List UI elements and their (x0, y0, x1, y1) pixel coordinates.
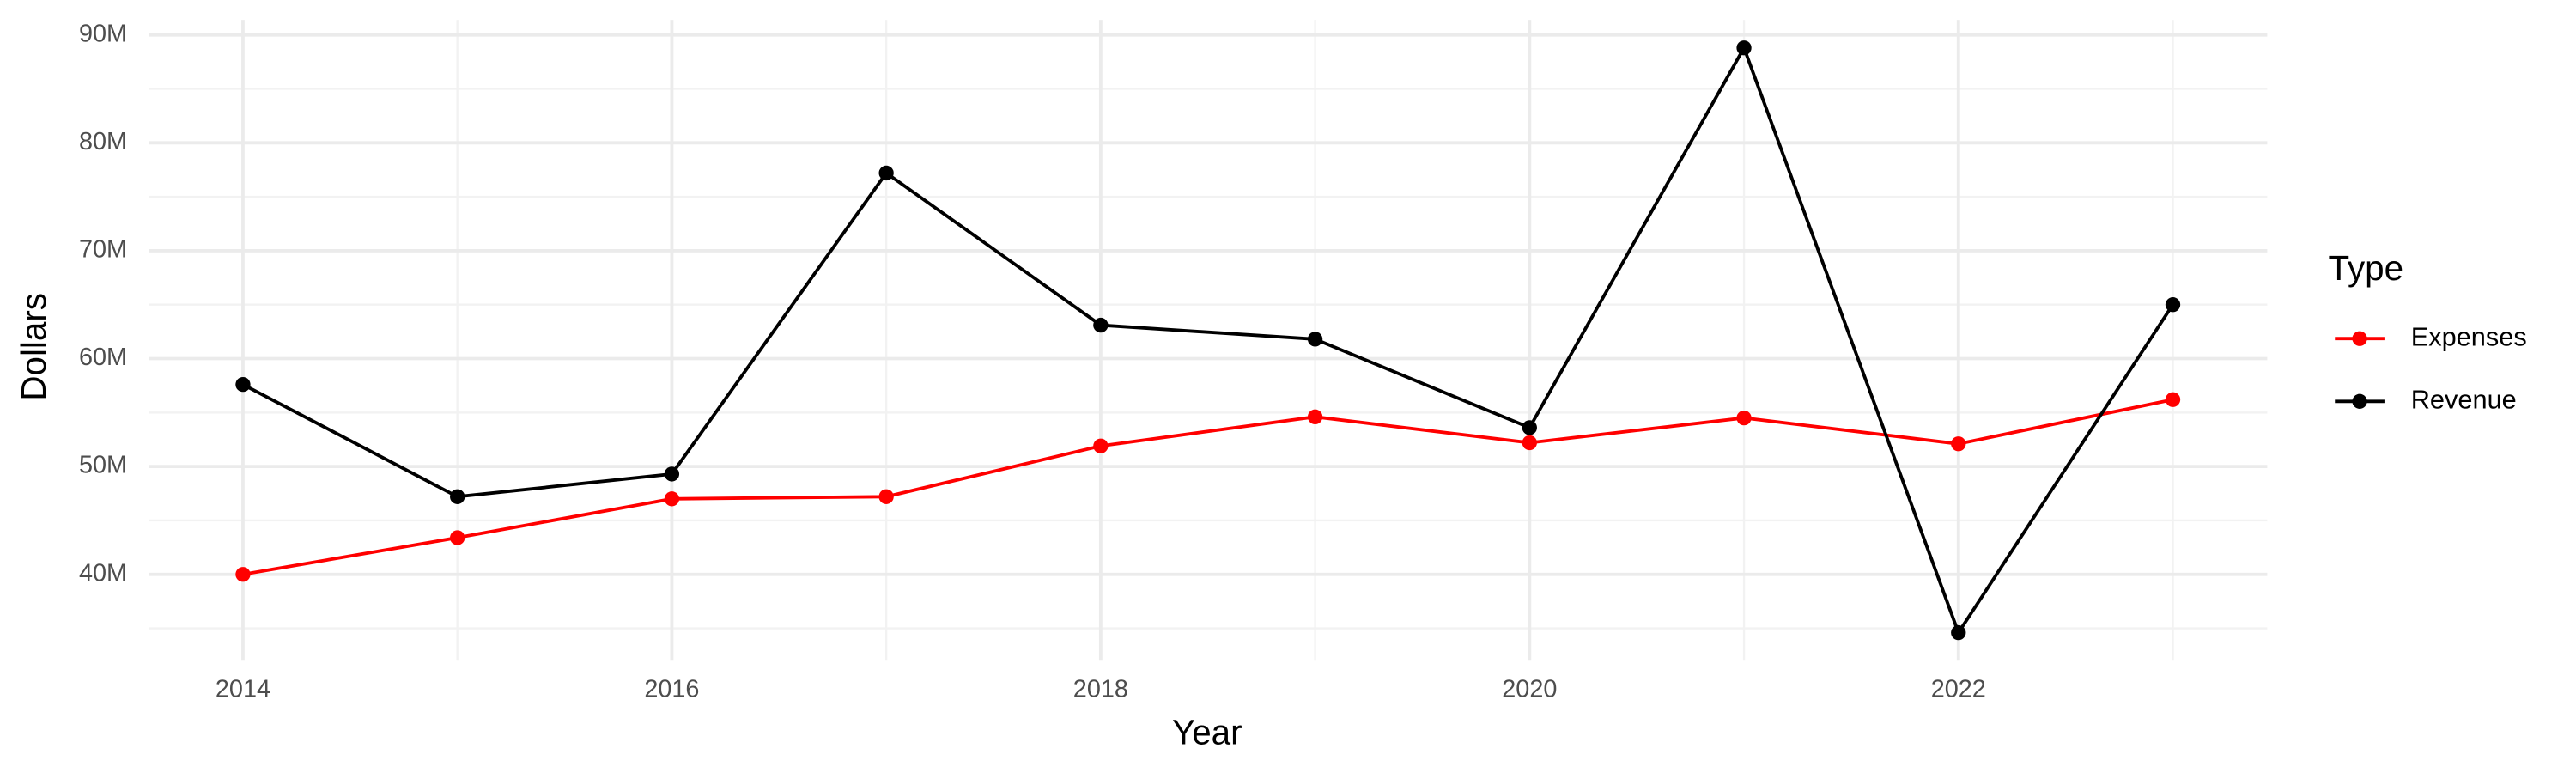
point (1736, 40, 1752, 56)
y-tick-label: 40M (79, 559, 127, 587)
series-line (242, 44, 2175, 636)
point (2165, 392, 2181, 407)
point (878, 165, 894, 181)
x-tick-label: 2018 (1073, 675, 1128, 703)
y-axis-title: Dollars (14, 293, 53, 401)
point (235, 377, 251, 393)
point (1522, 435, 1537, 451)
point (878, 489, 894, 504)
plot (235, 40, 2181, 641)
y-tick-label: 90M (79, 20, 127, 47)
point (1093, 438, 1109, 453)
point (1951, 436, 1966, 452)
legend-key-point (2352, 393, 2367, 409)
x-tick-label: 2016 (644, 675, 699, 703)
point (1736, 410, 1752, 426)
legend-title: Type (2329, 248, 2404, 288)
grid (149, 20, 2268, 661)
point (1093, 317, 1109, 333)
point (1522, 420, 1537, 435)
y-tick-label: 60M (79, 344, 127, 371)
point (1951, 624, 1966, 641)
x-axis-title: Year (1172, 712, 1242, 752)
series-line (242, 398, 2173, 576)
point (664, 466, 680, 482)
legend-label: Expenses (2411, 321, 2527, 351)
point (664, 491, 680, 507)
legend: Type Expenses Revenue (2329, 248, 2527, 414)
point (450, 489, 465, 504)
point (2165, 297, 2181, 313)
point (450, 530, 465, 545)
x-tick-label: 2014 (216, 675, 270, 703)
y-tick-label: 80M (79, 128, 127, 155)
x-tick-label: 2022 (1931, 675, 1986, 703)
y-tick-label: 50M (79, 452, 127, 479)
point (1307, 332, 1323, 347)
y-tick-label: 70M (79, 236, 127, 264)
legend-key-point (2352, 331, 2367, 346)
x-tick-label: 2020 (1502, 675, 1557, 703)
legend-label: Revenue (2411, 384, 2517, 414)
point (235, 567, 251, 582)
point (1307, 409, 1323, 424)
